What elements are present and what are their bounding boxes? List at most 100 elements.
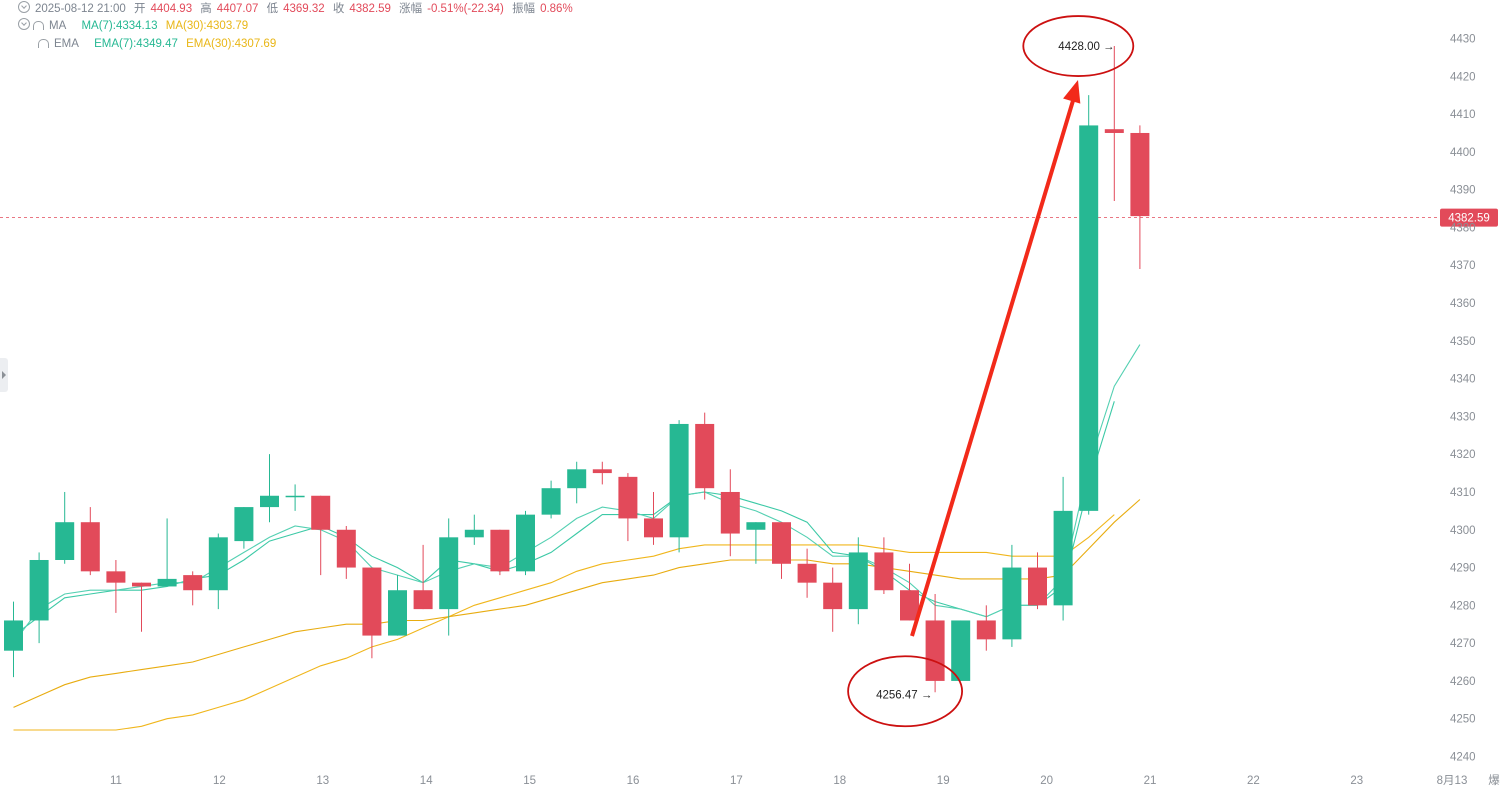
candle-body bbox=[1053, 510, 1073, 606]
candle bbox=[132, 582, 151, 632]
candle-body bbox=[1130, 132, 1150, 217]
low-circle bbox=[847, 655, 963, 728]
candle bbox=[285, 484, 305, 511]
expand-panel-handle[interactable] bbox=[0, 358, 8, 392]
candle bbox=[567, 461, 587, 504]
high-value: 4407.07 bbox=[216, 3, 259, 15]
candle bbox=[464, 514, 484, 545]
x-tick-label: 8月13 bbox=[1437, 775, 1468, 787]
y-tick-label: 4310 bbox=[1450, 487, 1476, 499]
candle-body bbox=[695, 423, 715, 489]
candle-body bbox=[285, 495, 305, 498]
x-tick-label: 13 bbox=[316, 775, 329, 787]
candle bbox=[772, 522, 791, 579]
change-label: 涨幅 bbox=[399, 3, 423, 15]
candle bbox=[260, 454, 279, 523]
x-tick-label: 爆 bbox=[1488, 773, 1500, 787]
candle-body bbox=[669, 423, 689, 538]
y-axis: 4240 4250 4260 4270 4280 4290 4300 4310 4320 4330… bbox=[1450, 34, 1476, 764]
candle bbox=[900, 563, 919, 621]
candle-body bbox=[157, 578, 177, 587]
y-tick-label: 4280 bbox=[1450, 600, 1476, 612]
ema-legend: EMA EMA(7):4349.47 EMA(30):4307.69 bbox=[18, 36, 281, 52]
candle bbox=[797, 548, 817, 598]
ma-legend: MA MA(7):4334.13 MA(30):4303.79 bbox=[18, 17, 253, 34]
candle bbox=[4, 601, 23, 678]
candle bbox=[592, 461, 612, 485]
y-tick-label: 4320 bbox=[1450, 449, 1476, 461]
open-label: 开 bbox=[134, 3, 146, 15]
y-tick-label: 4370 bbox=[1450, 260, 1476, 272]
candle-body bbox=[823, 582, 843, 610]
candle-body bbox=[260, 495, 279, 508]
candle bbox=[55, 491, 75, 564]
candle-body bbox=[388, 590, 407, 636]
candle-body bbox=[1002, 567, 1022, 640]
candle-body bbox=[1104, 129, 1124, 133]
candle bbox=[439, 518, 459, 636]
x-tick-label: 12 bbox=[213, 775, 226, 787]
candle bbox=[669, 420, 689, 553]
candle-body bbox=[336, 529, 356, 568]
y-tick-label: 4240 bbox=[1450, 752, 1476, 764]
close-value: 4382.59 bbox=[349, 3, 391, 15]
candle bbox=[362, 567, 382, 659]
candle-body bbox=[29, 559, 49, 621]
y-tick-label: 4350 bbox=[1450, 336, 1476, 348]
candle-body bbox=[106, 571, 126, 583]
candle bbox=[695, 412, 715, 500]
candle-body bbox=[848, 552, 868, 610]
candle-body bbox=[874, 552, 894, 591]
ma-collapse-icon[interactable] bbox=[18, 18, 30, 30]
collapse-toggle-icon[interactable] bbox=[18, 1, 30, 13]
candle-body bbox=[362, 567, 382, 636]
candle-body bbox=[490, 529, 510, 572]
candle bbox=[874, 537, 894, 595]
ema30-line bbox=[13, 499, 1141, 708]
y-tick-label: 4410 bbox=[1450, 109, 1476, 121]
x-tick-label: 16 bbox=[627, 775, 640, 787]
candle bbox=[1130, 125, 1150, 270]
candle-body bbox=[311, 495, 331, 530]
trend-arrow-shaft bbox=[910, 93, 1077, 637]
candle bbox=[1104, 46, 1124, 201]
y-tick-label: 4330 bbox=[1450, 411, 1476, 423]
candle bbox=[29, 552, 49, 644]
y-tick-label: 4340 bbox=[1450, 374, 1476, 386]
candle-body bbox=[567, 469, 587, 489]
x-tick-label: 17 bbox=[730, 775, 743, 787]
legend-datetime: 2025-08-12 21:00 bbox=[35, 3, 126, 15]
candle bbox=[1079, 95, 1099, 515]
candle bbox=[311, 495, 331, 576]
candle-body bbox=[55, 522, 75, 560]
candle bbox=[388, 575, 407, 636]
candle-body bbox=[208, 537, 228, 591]
y-tick-label: 4260 bbox=[1450, 676, 1476, 688]
candle bbox=[106, 559, 126, 613]
low-price-callout: 4256.47 → bbox=[876, 689, 932, 701]
candle-body bbox=[413, 590, 433, 610]
candle-body bbox=[4, 620, 23, 651]
candle bbox=[234, 507, 254, 549]
x-tick-label: 14 bbox=[420, 775, 433, 787]
candle-body bbox=[80, 522, 100, 572]
ma-alert-bell-icon[interactable] bbox=[33, 21, 44, 30]
candle-body bbox=[976, 620, 996, 640]
candle bbox=[80, 507, 100, 576]
x-tick-label: 20 bbox=[1040, 775, 1053, 787]
candle-body bbox=[464, 529, 484, 538]
candle-body bbox=[900, 590, 919, 621]
y-tick-label: 4380 bbox=[1450, 222, 1476, 234]
ema7-value: EMA(7):4349.47 bbox=[94, 38, 178, 50]
open-value: 4404.93 bbox=[150, 3, 193, 15]
candle bbox=[541, 480, 561, 519]
ema-alert-bell-icon[interactable] bbox=[38, 39, 49, 48]
y-tick-label: 4250 bbox=[1450, 714, 1476, 726]
change-value: -0.51%(-22.34) bbox=[427, 3, 504, 15]
candle-body bbox=[234, 507, 254, 542]
y-tick-label: 4430 bbox=[1450, 34, 1476, 46]
x-tick-label: 11 bbox=[110, 775, 122, 787]
high-label: 高 bbox=[200, 3, 212, 15]
candle-body bbox=[644, 518, 663, 538]
